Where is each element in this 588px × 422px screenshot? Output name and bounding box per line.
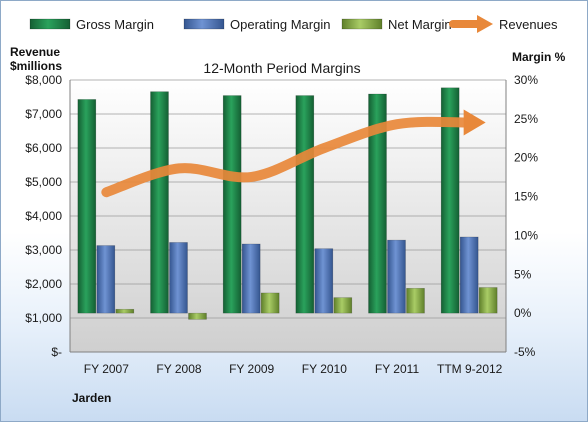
bars (77, 87, 498, 320)
operating-margin-bar (459, 236, 479, 314)
net-margin-bar (188, 312, 207, 320)
right-tick-label: -5% (514, 345, 536, 359)
left-tick-label: $4,000 (25, 209, 62, 223)
gross-margin-bar (77, 99, 97, 314)
gross-margin-bar (150, 91, 169, 314)
legend-label: Revenues (499, 17, 558, 32)
legend-label: Net Margin (388, 17, 452, 32)
legend-swatch (341, 18, 383, 30)
gross-margin-bar (368, 93, 387, 314)
x-tick-label: FY 2011 (375, 362, 420, 376)
left-tick-label: $5,000 (25, 175, 62, 189)
right-tick-label: 5% (514, 267, 532, 281)
right-tick-label: 30% (514, 73, 538, 87)
left-tick-label: $7,000 (25, 107, 62, 121)
legend-label: Operating Margin (230, 17, 330, 32)
left-tick-label: $6,000 (25, 141, 62, 155)
operating-margin-bar (387, 239, 406, 314)
right-tick-label: 15% (514, 190, 538, 204)
net-margin-bar (260, 292, 280, 314)
operating-margin-bar (169, 242, 188, 314)
right-tick-label: 20% (514, 151, 538, 165)
net-margin-bar (478, 287, 498, 314)
legend: Gross Margin Operating Margin Net Margin Re… (29, 15, 558, 33)
legend-arrow-icon (477, 15, 493, 33)
revenue-line (101, 109, 486, 198)
operating-margin-bar (241, 243, 261, 314)
x-tick-label: TTM 9-2012 (437, 362, 503, 376)
x-tick-label: FY 2009 (229, 362, 274, 376)
net-margin-bar (333, 297, 353, 314)
left-tick-label: $8,000 (25, 73, 62, 87)
operating-margin-bar (96, 245, 116, 314)
left-axis-label-line2: $millions (10, 59, 62, 73)
legend-swatch (29, 18, 71, 30)
x-tick-label: FY 2008 (156, 362, 201, 376)
left-tick-label: $1,000 (25, 311, 62, 325)
axes: $- $1,000 $2,000 $3,000 $4,000 $5,000 $6,000 $7… (25, 73, 538, 376)
gross-margin-bar (295, 95, 315, 314)
net-margin-bar (406, 287, 425, 314)
right-tick-label: 25% (514, 112, 538, 126)
right-tick-label: 0% (514, 306, 532, 320)
gross-margin-bar (440, 87, 460, 314)
legend-swatch (183, 18, 225, 30)
left-tick-label: $2,000 (25, 277, 62, 291)
x-tick-label: FY 2007 (84, 362, 129, 376)
revenue-line-path (101, 116, 475, 198)
right-axis-label: Margin % (512, 50, 566, 64)
revenue-line-arrowhead (463, 109, 486, 136)
company-label: Jarden (72, 391, 111, 405)
net-margin-bar (115, 308, 135, 314)
x-tick-label: FY 2010 (302, 362, 347, 376)
legend-label: Gross Margin (76, 17, 154, 32)
left-axis-label-line1: Revenue (10, 45, 60, 59)
right-tick-label: 10% (514, 228, 538, 242)
left-tick-label: $- (51, 345, 62, 359)
left-tick-label: $3,000 (25, 243, 62, 257)
gross-margin-bar (222, 95, 242, 314)
operating-margin-bar (314, 248, 334, 314)
chart-title: 12-Month Period Margins (203, 60, 360, 76)
